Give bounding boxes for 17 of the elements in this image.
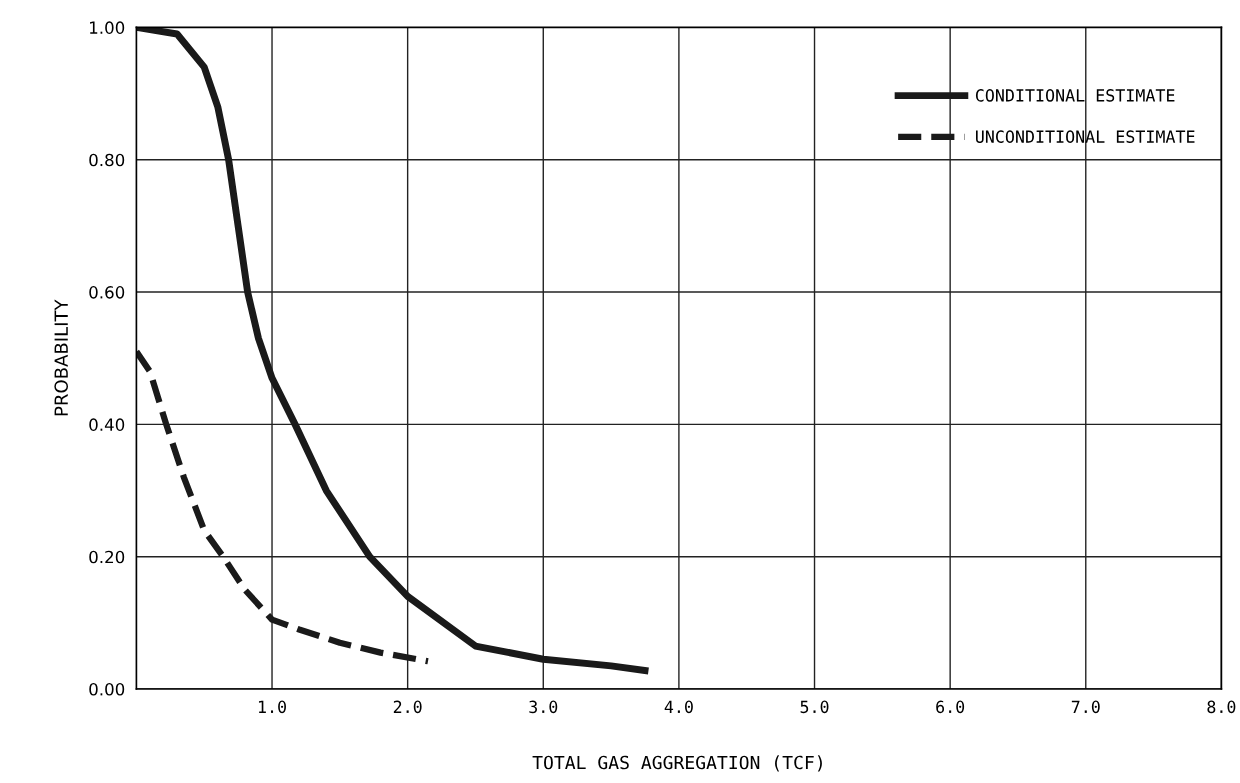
y-tick-label: 0.00	[89, 683, 125, 696]
x-tick-label: 3.0	[529, 700, 558, 714]
x-tick-label: 4.0	[664, 700, 693, 714]
x-axis-title: TOTAL GAS AGGREGATION (TCF)	[532, 755, 822, 772]
x-tick-label: 7.0	[1071, 700, 1100, 714]
x-tick-label: 6.0	[936, 700, 965, 714]
y-tick-label: 0.80	[89, 153, 125, 167]
x-tick-label: 1.0	[258, 700, 286, 714]
y-tick-label: 0.60	[89, 286, 125, 299]
y-axis-title: PROBABILITY	[54, 299, 69, 416]
x-tick-label: 2.0	[393, 700, 422, 714]
x-tick-label: 5.0	[800, 700, 829, 714]
y-tick-label: 1.00	[90, 21, 125, 34]
y-tick-label: 0.20	[89, 550, 125, 564]
y-tick-label: 0.40	[89, 418, 125, 431]
legend-label: CONDITIONAL ESTIMATE	[975, 89, 1175, 102]
x-tick-label: 8.0	[1207, 700, 1236, 714]
